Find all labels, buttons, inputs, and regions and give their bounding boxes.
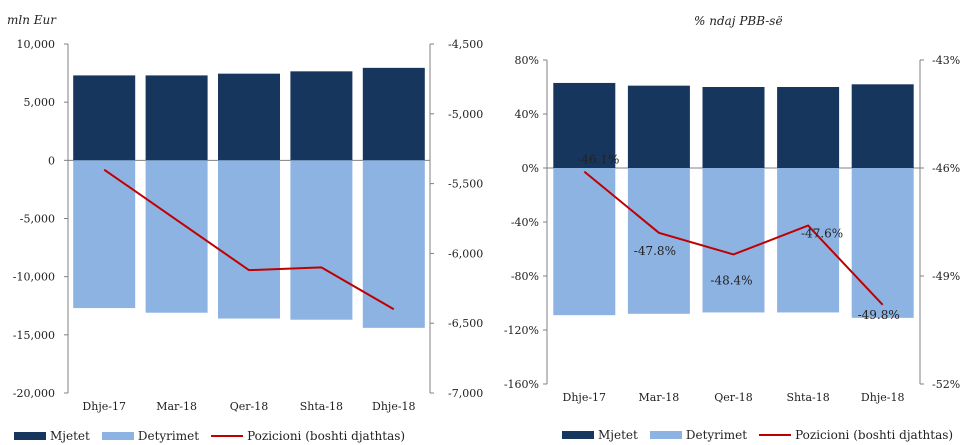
legend-label-liabilities: Detyrimet bbox=[685, 428, 748, 442]
data-label-position: -46.1% bbox=[577, 153, 619, 167]
y-left-tick-label: -20,000 bbox=[13, 387, 55, 400]
chart-plot: -160% -120% -80% -40% 0% 40% 80% -52% -49% -46% -4… bbox=[504, 54, 960, 404]
bar-assets bbox=[145, 75, 208, 161]
y-left-tick-label: 40% bbox=[515, 108, 539, 121]
x-category-label: Dhje-17 bbox=[563, 391, 607, 404]
x-category-label: Dhje-17 bbox=[82, 400, 126, 413]
bar-assets bbox=[702, 87, 765, 168]
bar-liabilities bbox=[851, 168, 914, 318]
y-left-tick-label: -5,000 bbox=[20, 213, 55, 226]
y-right-tick-label: -4,500 bbox=[448, 38, 483, 51]
y-left-tick-label: 10,000 bbox=[17, 38, 56, 51]
x-category-label: Shta-18 bbox=[786, 391, 829, 404]
legend-label-assets: Mjetet bbox=[50, 429, 90, 443]
bar-liabilities bbox=[553, 168, 616, 316]
bar-assets bbox=[362, 67, 425, 161]
bar-liabilities bbox=[777, 168, 840, 313]
y-right-tick-label: -46% bbox=[932, 162, 960, 175]
y-left-tick-label: 0 bbox=[48, 154, 55, 167]
legend-swatch-assets bbox=[562, 431, 594, 439]
bar-assets bbox=[851, 84, 914, 168]
bar-liabilities bbox=[290, 160, 353, 320]
y-right-tick-label: -6,000 bbox=[448, 247, 483, 260]
chart-value-eur: mln Eur -20,000 -15,000 -10,000 -5,000 0 5,00… bbox=[7, 13, 483, 443]
bar-liabilities bbox=[73, 160, 136, 309]
bar-liabilities bbox=[702, 168, 765, 313]
line-position bbox=[103, 168, 395, 311]
bar-liabilities bbox=[362, 160, 425, 328]
x-category-label: Mar-18 bbox=[639, 391, 680, 404]
y-left-tick-label: -80% bbox=[511, 270, 539, 283]
legend-item-liabilities: Detyrimet bbox=[649, 428, 748, 442]
bar-liabilities bbox=[145, 160, 208, 313]
y-left-tick-label: 0% bbox=[522, 162, 539, 175]
bar-liabilities bbox=[218, 160, 280, 319]
chart-percent-gdp: % ndaj PBB-së -160% -120% -80% -40% 0% 40% 80%… bbox=[484, 0, 968, 445]
chart-legend: Mjetet Detyrimet Pozicioni (boshti djath… bbox=[562, 428, 965, 442]
legend-label-assets: Mjetet bbox=[598, 428, 638, 442]
chart-unit-label: % ndaj PBB-së bbox=[694, 14, 783, 28]
y-right-tick-label: -43% bbox=[932, 54, 960, 67]
legend-swatch-liabilities bbox=[649, 431, 682, 439]
legend-item-position: Pozicioni (boshti djathtas) bbox=[211, 429, 405, 443]
legend-label-position: Pozicioni (boshti djathtas) bbox=[795, 428, 954, 442]
chart-plot: -20,000 -15,000 -10,000 -5,000 0 5,000 10,000 -… bbox=[13, 38, 483, 413]
y-left-tick-label: -15,000 bbox=[13, 329, 55, 342]
x-category-label: Qer-18 bbox=[230, 400, 269, 413]
y-right-tick-label: -52% bbox=[932, 378, 960, 391]
x-category-label: Dhje-18 bbox=[861, 391, 905, 404]
line-position bbox=[583, 170, 884, 306]
data-label-position: -47.6% bbox=[801, 227, 843, 241]
bar-liabilities bbox=[627, 168, 690, 314]
bar-assets bbox=[627, 85, 690, 168]
bar-assets bbox=[218, 73, 280, 161]
bar-assets bbox=[777, 87, 840, 168]
x-category-label: Qer-18 bbox=[714, 391, 753, 404]
y-left-tick-label: -10,000 bbox=[13, 271, 55, 284]
data-label-position: -48.4% bbox=[710, 273, 752, 287]
legend-swatch-assets bbox=[14, 432, 46, 440]
data-label-position: -49.8% bbox=[858, 308, 900, 322]
x-category-label: Dhje-18 bbox=[372, 400, 416, 413]
x-category-label: Shta-18 bbox=[300, 400, 343, 413]
legend-label-position: Pozicioni (boshti djathtas) bbox=[247, 429, 406, 443]
legend-swatch-position bbox=[759, 434, 792, 436]
legend-item-liabilities: Detyrimet bbox=[101, 429, 200, 443]
y-left-tick-label: 5,000 bbox=[24, 96, 56, 109]
legend-swatch-liabilities bbox=[101, 432, 134, 440]
legend-label-liabilities: Detyrimet bbox=[137, 429, 200, 443]
chart-unit-label: mln Eur bbox=[7, 13, 56, 27]
y-left-tick-label: -160% bbox=[504, 378, 539, 391]
bar-assets bbox=[553, 82, 616, 168]
legend-item-assets: Mjetet bbox=[562, 428, 638, 442]
legend-item-assets: Mjetet bbox=[14, 429, 90, 443]
y-right-tick-label: -5,000 bbox=[448, 108, 483, 121]
y-left-tick-label: -40% bbox=[511, 216, 539, 229]
legend-item-position: Pozicioni (boshti djathtas) bbox=[759, 428, 953, 442]
bar-assets bbox=[73, 75, 136, 161]
y-left-tick-label: 80% bbox=[515, 54, 539, 67]
y-left-tick-label: -120% bbox=[504, 324, 539, 337]
y-right-tick-label: -7,000 bbox=[448, 387, 483, 400]
bar-assets bbox=[290, 71, 353, 161]
y-right-tick-label: -5,500 bbox=[448, 178, 483, 191]
chart-legend: Mjetet Detyrimet Pozicioni (boshti djath… bbox=[14, 429, 417, 443]
data-label-position: -47.8% bbox=[634, 244, 676, 258]
y-right-tick-label: -6,500 bbox=[448, 317, 483, 330]
x-category-label: Mar-18 bbox=[156, 400, 197, 413]
legend-swatch-position bbox=[211, 435, 244, 437]
y-right-tick-label: -49% bbox=[932, 270, 960, 283]
